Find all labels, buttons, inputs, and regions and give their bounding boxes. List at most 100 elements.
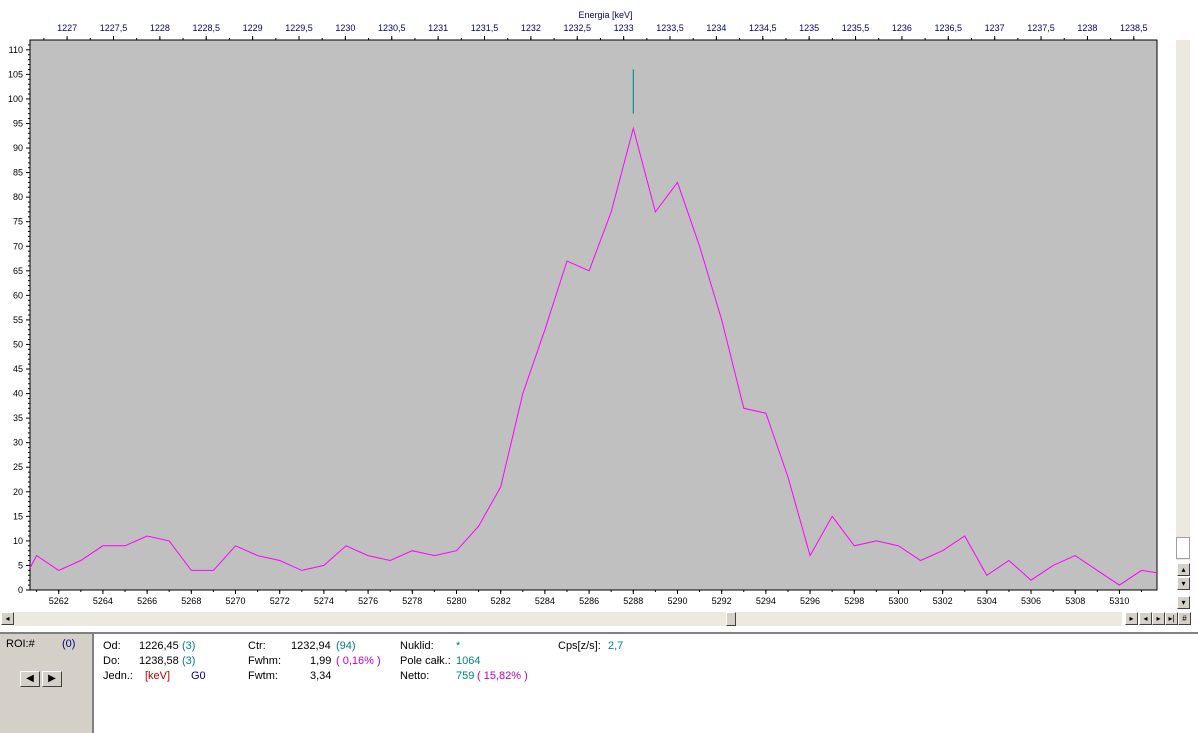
unit-value[interactable]: [keV] bbox=[145, 670, 171, 682]
y-axis-tick-label: 5 bbox=[18, 560, 23, 570]
top-axis-tick-label: 1236 bbox=[892, 23, 912, 33]
do-extra: (3) bbox=[182, 655, 196, 667]
y-axis-tick-label: 20 bbox=[13, 487, 23, 497]
top-axis-tick-label: 1228 bbox=[150, 23, 170, 33]
y-axis-tick-label: 60 bbox=[13, 290, 23, 300]
bottom-axis-tick-label: 5266 bbox=[137, 596, 157, 606]
roi-selector: ROI:# (0) ◀ ▶ bbox=[0, 634, 94, 733]
fwhm-value: 1,99 bbox=[310, 655, 332, 667]
top-axis-tick-label: 1231 bbox=[428, 23, 448, 33]
y-axis-tick-label: 95 bbox=[13, 118, 23, 128]
bottom-axis-tick-label: 5296 bbox=[800, 596, 820, 606]
do-label: Do: bbox=[103, 655, 121, 667]
ctr-label: Ctr: bbox=[248, 640, 266, 652]
bottom-axis-tick-label: 5290 bbox=[667, 596, 687, 606]
scroll-up-button[interactable]: ▴ bbox=[1177, 563, 1190, 576]
top-axis-tick-label: 1235,5 bbox=[842, 23, 870, 33]
od-extra: (3) bbox=[182, 640, 196, 652]
od-label: Od: bbox=[103, 640, 121, 652]
top-axis-tick-label: 1236,5 bbox=[935, 23, 963, 33]
do-value: 1238,58 bbox=[139, 655, 179, 667]
top-axis-tick-label: 1228,5 bbox=[192, 23, 220, 33]
bottom-axis-tick-label: 5280 bbox=[446, 596, 466, 606]
top-axis-tick-label: 1233,5 bbox=[656, 23, 684, 33]
top-axis-tick-label: 1238,5 bbox=[1120, 23, 1148, 33]
bottom-axis-tick-label: 5278 bbox=[402, 596, 422, 606]
top-axis-tick-label: 1230,5 bbox=[378, 23, 406, 33]
bottom-axis-tick-label: 5300 bbox=[888, 596, 908, 606]
top-axis-tick-label: 1229 bbox=[243, 23, 263, 33]
top-axis-tick-label: 1229,5 bbox=[285, 23, 313, 33]
bottom-axis-tick-label: 5308 bbox=[1065, 596, 1085, 606]
bottom-axis-tick-label: 5284 bbox=[535, 596, 555, 606]
y-axis-tick-label: 70 bbox=[13, 241, 23, 251]
spectrum-chart-area: Energia [keV] 1227 1227,5 1228 1228,5 1229 122… bbox=[0, 0, 1198, 632]
vertical-scrollbar[interactable] bbox=[1176, 40, 1190, 560]
horizontal-scrollbar[interactable] bbox=[14, 612, 1122, 626]
top-axis-tick-label: 1227,5 bbox=[100, 23, 128, 33]
bottom-axis-tick-label: 5306 bbox=[1021, 596, 1041, 606]
bottom-axis-tick-label: 5282 bbox=[491, 596, 511, 606]
scroll-left-button[interactable]: ◂ bbox=[1, 612, 14, 625]
bottom-axis-tick-label: 5298 bbox=[844, 596, 864, 606]
spectrum-plot[interactable]: Energia [keV] 1227 1227,5 1228 1228,5 1229 122… bbox=[0, 0, 1198, 632]
fwhm-extra: ( 0,16% ) bbox=[336, 655, 381, 667]
cps-value: 2,7 bbox=[608, 640, 624, 652]
top-axis-tick-label: 1234,5 bbox=[749, 23, 777, 33]
y-axis-tick-label: 110 bbox=[9, 45, 23, 55]
y-axis-tick-label: 35 bbox=[13, 413, 23, 423]
scroll-right-button[interactable]: ▸ bbox=[1152, 612, 1165, 625]
scroll-down-button[interactable]: ▾ bbox=[1177, 577, 1190, 590]
grid-toggle-button[interactable]: # bbox=[1178, 612, 1191, 625]
bottom-axis-tick-label: 5268 bbox=[181, 596, 201, 606]
top-axis-tick-label: 1227 bbox=[57, 23, 77, 33]
spectrum-series-line bbox=[29, 126, 1158, 586]
bottom-axis-tick-label: 5272 bbox=[270, 596, 290, 606]
y-axis-tick-label: 10 bbox=[13, 536, 23, 546]
top-axis-tick-label: 1233 bbox=[614, 23, 634, 33]
top-axis-tick-label: 1238 bbox=[1077, 23, 1097, 33]
vertical-scroll-thumb[interactable] bbox=[1176, 537, 1190, 559]
y-axis-tick-label: 105 bbox=[8, 69, 23, 79]
bottom-axis-tick-label: 5286 bbox=[579, 596, 599, 606]
scroll-page-right-button[interactable]: ▸ bbox=[1125, 612, 1138, 625]
y-axis-tick-label: 75 bbox=[13, 217, 23, 227]
total-area-label: Pole całk.: bbox=[400, 655, 451, 667]
od-value: 1226,45 bbox=[139, 640, 179, 652]
scroll-left-small-button[interactable]: ◂ bbox=[1139, 612, 1152, 625]
top-axis-tick-label: 1237,5 bbox=[1027, 23, 1055, 33]
roi-value: (0) bbox=[62, 638, 76, 650]
bottom-axis-tick-label: 5264 bbox=[93, 596, 113, 606]
horizontal-scroll-thumb[interactable] bbox=[726, 612, 736, 626]
y-axis-tick-label: 55 bbox=[13, 315, 23, 325]
unit-label: Jedn.: bbox=[103, 670, 133, 682]
y-axis-tick-label: 40 bbox=[13, 389, 23, 399]
top-axis-tick-label: 1232 bbox=[521, 23, 541, 33]
y-axis-tick-label: 65 bbox=[13, 266, 23, 276]
scroll-end-button[interactable]: ▸| bbox=[1165, 612, 1178, 625]
nuclide-value: * bbox=[456, 640, 461, 652]
cps-label: Cps[z/s]: bbox=[558, 640, 601, 652]
top-axis-tick-label: 1235 bbox=[799, 23, 819, 33]
ctr-extra: (94) bbox=[336, 640, 356, 652]
y-axis-tick-label: 15 bbox=[13, 511, 23, 521]
y-axis-tick-label: 50 bbox=[13, 339, 23, 349]
roi-label: ROI:# bbox=[6, 638, 35, 650]
bottom-axis-tick-label: 5276 bbox=[358, 596, 378, 606]
y-axis-tick-label: 80 bbox=[13, 192, 23, 202]
unit-extra: G0 bbox=[191, 670, 206, 682]
bottom-axis-tick-label: 5288 bbox=[623, 596, 643, 606]
bottom-axis-tick-label: 5304 bbox=[977, 596, 997, 606]
bottom-axis-tick-label: 5270 bbox=[225, 596, 245, 606]
y-axis-tick-label: 30 bbox=[13, 438, 23, 448]
bottom-axis-tick-label: 5274 bbox=[314, 596, 334, 606]
total-area-value: 1064 bbox=[456, 655, 481, 667]
y-axis-tick-label: 90 bbox=[13, 143, 23, 153]
nuclide-label: Nuklid: bbox=[400, 640, 434, 652]
roi-prev-button[interactable]: ◀ bbox=[20, 671, 40, 687]
roi-info-panel: ROI:# (0) ◀ ▶ Od: 1226,45 (3) Do: 1238,5… bbox=[0, 632, 1198, 733]
scroll-bottom-button[interactable]: ▾ bbox=[1177, 596, 1190, 609]
y-axis-tick-label: 25 bbox=[13, 462, 23, 472]
net-extra: ( 15,82% ) bbox=[477, 670, 528, 682]
roi-next-button[interactable]: ▶ bbox=[42, 671, 62, 687]
